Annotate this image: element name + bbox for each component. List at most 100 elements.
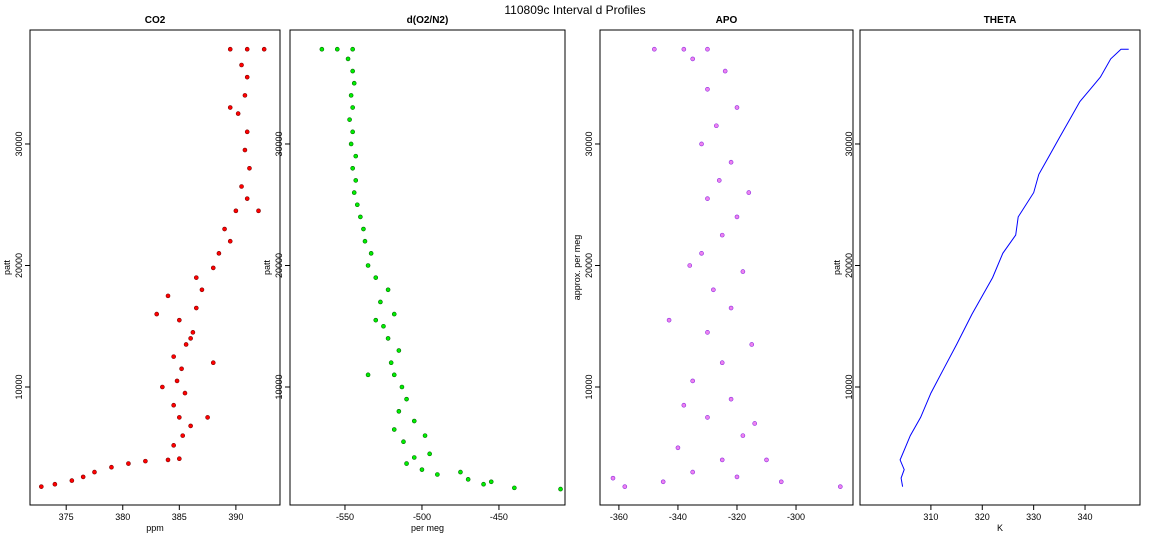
data-point (171, 402, 176, 408)
data-point (388, 360, 394, 366)
data-point (752, 421, 757, 426)
y-tick-label: 30000 (274, 131, 284, 156)
data-point (365, 263, 371, 268)
y-tick-label: 30000 (14, 131, 24, 156)
data-point (177, 415, 182, 420)
data-point (247, 165, 252, 171)
data-point (411, 455, 417, 460)
x-tick-label: 380 (115, 512, 130, 522)
y-axis-label: approx. per meg (572, 235, 582, 301)
data-point (714, 123, 719, 129)
y-tick-label: 10000 (844, 374, 854, 399)
data-point (143, 458, 148, 464)
data-point (740, 433, 746, 438)
data-point (182, 390, 188, 396)
x-tick-label: -500 (413, 512, 431, 522)
data-point (109, 464, 114, 470)
data-point (690, 469, 695, 475)
data-point (705, 86, 710, 92)
data-point (666, 317, 672, 323)
data-point (171, 443, 176, 448)
y-tick-label: 20000 (844, 253, 854, 278)
data-point (350, 129, 355, 135)
data-point (681, 402, 687, 408)
y-tick-label: 20000 (584, 253, 594, 278)
plot-frame (289, 29, 566, 506)
data-point (740, 269, 746, 274)
data-point (227, 46, 233, 52)
data-point (154, 311, 159, 317)
data-point (368, 251, 374, 256)
data-point (660, 479, 666, 485)
data-point (681, 46, 687, 52)
data-point (180, 433, 186, 438)
y-tick-label: 30000 (584, 131, 594, 156)
data-point (652, 46, 657, 52)
data-point (396, 409, 402, 414)
data-point (690, 56, 695, 62)
data-point (353, 178, 359, 183)
data-point (728, 305, 734, 311)
data-point (699, 251, 704, 256)
data-point (705, 415, 710, 420)
data-point (716, 178, 722, 183)
x-tick-label: -450 (490, 512, 508, 522)
plot-frame (599, 29, 854, 506)
data-point (749, 342, 755, 347)
data-point (244, 46, 250, 52)
data-point (722, 68, 728, 74)
y-tick-label: 30000 (844, 131, 854, 156)
data-point (419, 467, 425, 472)
data-point (728, 396, 734, 402)
data-point (838, 484, 843, 489)
data-point (399, 384, 405, 390)
data-point (705, 330, 710, 335)
x-axis-label: ppm (146, 523, 164, 533)
data-point (350, 105, 355, 110)
data-point (687, 263, 693, 268)
x-tick-label: 340 (1078, 512, 1093, 522)
data-point (347, 117, 352, 122)
data-point (512, 485, 517, 491)
data-point (558, 486, 563, 492)
data-point (404, 396, 409, 402)
data-point (183, 342, 189, 347)
x-tick-label: -320 (728, 512, 746, 522)
y-tick-label: 20000 (274, 253, 284, 278)
panel-title: d(O2/N2) (407, 15, 449, 26)
data-point (401, 439, 406, 444)
data-point (239, 184, 244, 189)
data-point (216, 251, 222, 256)
data-point (373, 275, 379, 280)
data-point (261, 46, 267, 52)
data-point (205, 415, 210, 420)
data-point (610, 475, 616, 481)
data-point (734, 214, 740, 220)
data-point (227, 105, 233, 110)
x-tick-label: 310 (923, 512, 938, 522)
data-point (719, 232, 725, 238)
panel-title: CO2 (145, 15, 166, 26)
data-point (348, 93, 354, 98)
data-point (354, 202, 360, 208)
data-point (362, 238, 368, 244)
data-point (174, 378, 180, 384)
data-point (719, 360, 725, 366)
data-point (705, 46, 710, 52)
data-point (244, 196, 250, 201)
data-point (80, 474, 86, 480)
figure-title: 110809c Interval d Profiles (504, 3, 645, 17)
data-point (391, 427, 397, 432)
x-tick-label: 330 (1026, 512, 1041, 522)
data-point (719, 457, 725, 463)
data-point (728, 159, 734, 165)
data-point (427, 451, 432, 457)
data-point (622, 484, 628, 489)
data-point (458, 469, 463, 475)
x-tick-label: 390 (228, 512, 243, 522)
y-tick-label: 10000 (584, 374, 594, 399)
data-point (675, 445, 681, 451)
data-point (190, 330, 196, 335)
